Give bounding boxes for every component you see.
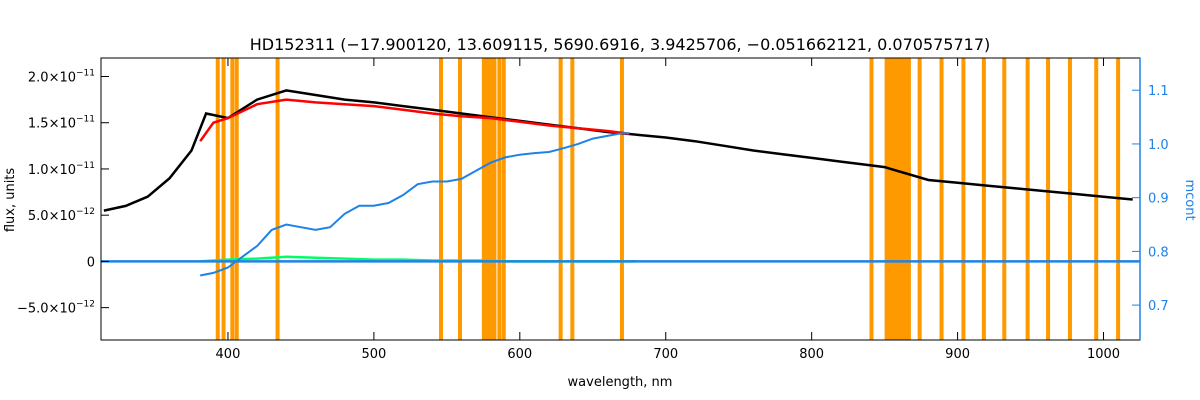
x-tick-label-2: 600 (507, 347, 532, 362)
x-tick-label-0: 400 (216, 347, 241, 362)
y-left-tick-label-4: 0 (87, 255, 95, 270)
orange-line-9 (619, 58, 624, 340)
orange-line-16 (981, 58, 986, 340)
y-left-tick-label-2: 1.0×10−11 (28, 161, 95, 178)
orange-line-10 (497, 58, 502, 340)
orange-line-1 (221, 58, 226, 340)
series-line-0 (103, 89, 1133, 212)
orange-line-12 (869, 58, 874, 340)
orange-line-8 (570, 58, 575, 340)
orange-line-6 (457, 58, 462, 340)
y-axis-right-title: mcont (1182, 179, 1197, 220)
orange-line-15 (961, 58, 966, 340)
y-right-tick-label-2: 0.9 (1148, 192, 1169, 207)
x-axis-title: wavelength, nm (568, 375, 673, 390)
orange-line-3 (234, 58, 239, 340)
y-axis-right: 0.7 0.8 0.9 1.0 1.1 (1132, 84, 1169, 314)
x-tick-label-3: 700 (653, 347, 678, 362)
y-right-tick-label-4: 1.1 (1148, 84, 1169, 99)
orange-line-13 (917, 58, 922, 340)
orange-line-18 (1025, 58, 1030, 340)
y-right-tick-label-0: 0.7 (1148, 299, 1169, 314)
plot-frame (100, 57, 1141, 341)
y-left-tick-label-1: 1.5×10−11 (28, 115, 95, 132)
orange-band-0 (481, 58, 497, 340)
orange-line-5 (439, 58, 444, 340)
y-right-tick-label-1: 0.8 (1148, 245, 1169, 260)
series-layer (101, 89, 1140, 277)
orange-line-11 (501, 58, 506, 340)
y-axis-left: 2.0×10−11 1.5×10−11 1.0×10−11 5.0×10−12 0 −5.… (17, 68, 109, 317)
orange-line-0 (215, 58, 220, 340)
orange-line-4 (275, 58, 280, 340)
y-left-tick-label-3: 5.0×10−12 (28, 207, 95, 224)
orange-line-14 (939, 58, 944, 340)
orange-line-20 (1067, 58, 1072, 340)
y-right-tick-label-3: 1.0 (1148, 138, 1169, 153)
series-line-1 (199, 98, 630, 142)
x-axis: 400 500 600 700 800 900 1000 (216, 58, 1120, 362)
orange-line-19 (1046, 58, 1051, 340)
orange-bands-layer (481, 58, 911, 340)
orange-line-21 (1094, 58, 1099, 340)
y-axis-left-title: flux, units (3, 168, 18, 233)
y-left-tick-label-0: 2.0×10−11 (28, 68, 95, 85)
y-left-tick-label-5: −5.0×10−12 (17, 300, 95, 317)
x-tick-label-5: 900 (945, 347, 970, 362)
series-line-3 (200, 132, 630, 277)
orange-line-7 (558, 58, 563, 340)
orange-line-17 (1002, 58, 1007, 340)
orange-band-1 (884, 58, 911, 340)
orange-line-2 (230, 58, 235, 340)
x-tick-label-1: 500 (361, 347, 386, 362)
orange-lines-layer (215, 58, 1121, 340)
x-tick-label-4: 800 (799, 347, 824, 362)
chart-title: HD152311 (−17.900120, 13.609115, 5690.69… (250, 35, 991, 54)
x-tick-label-6: 1000 (1087, 347, 1120, 362)
